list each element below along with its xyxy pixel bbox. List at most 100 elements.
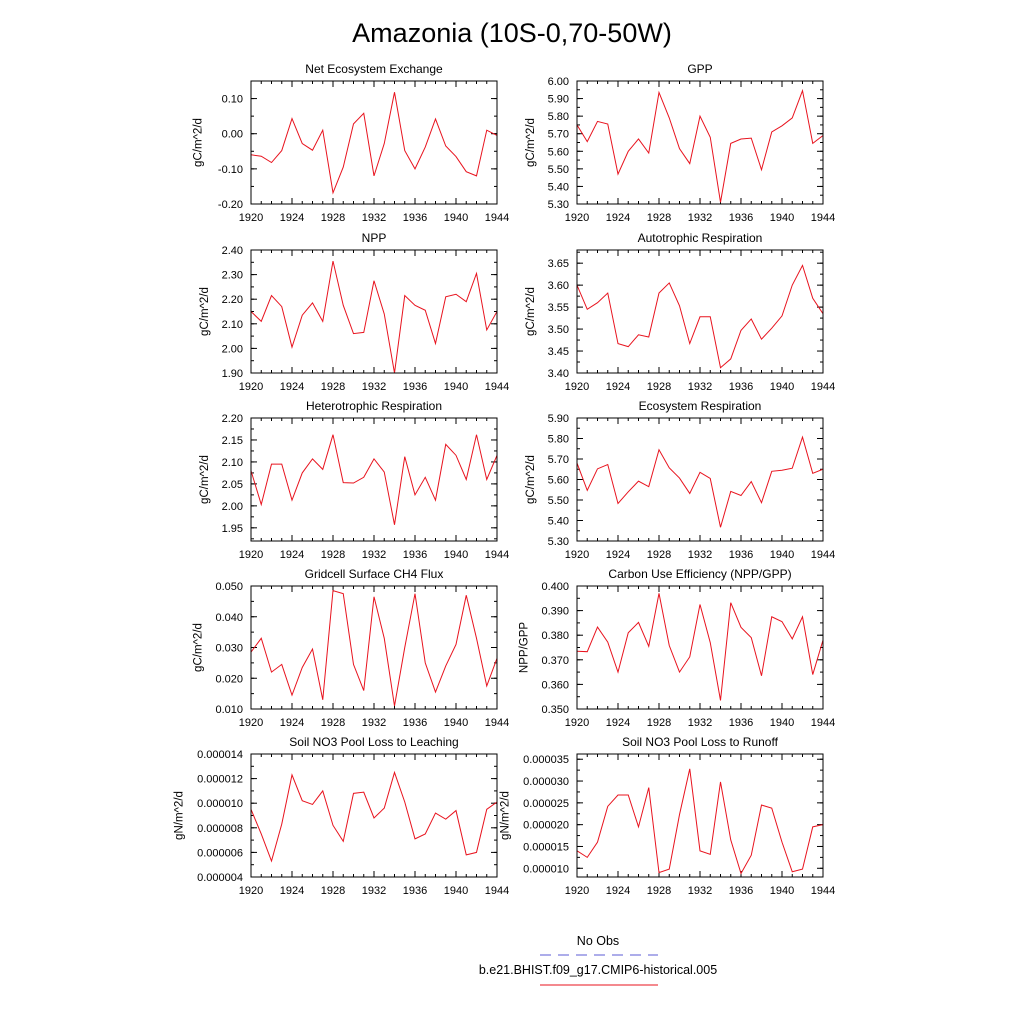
panel-gridcell-surface-ch4-flux: Gridcell Surface CH4 Flux 1920 1924 1928 193…	[193, 567, 510, 729]
x-tick-label: 1928	[647, 549, 671, 561]
x-tick-label: 1920	[565, 549, 589, 561]
x-tick-label: 1940	[444, 549, 468, 561]
y-tick-label: 5.60	[548, 146, 569, 158]
series-line	[251, 770, 497, 863]
y-axis-label: gC/m^2/d	[525, 287, 537, 336]
panel-title: Autotrophic Respiration	[638, 231, 763, 245]
x-tick-label: 1920	[565, 212, 589, 224]
x-tick-label: 1920	[239, 885, 263, 897]
x-tick-label: 1928	[647, 381, 671, 393]
x-tick-label: 1936	[403, 549, 427, 561]
y-tick-label: 3.50	[548, 324, 569, 336]
y-tick-label: 2.20	[222, 294, 243, 306]
x-tick-label: 1920	[239, 381, 263, 393]
x-tick-label: 1920	[565, 717, 589, 729]
x-tick-label: 1944	[485, 885, 509, 897]
panel-ecosystem-respiration: Ecosystem Respiration 1920 1924 1928 1932 193…	[525, 399, 835, 561]
x-tick-label: 1932	[362, 212, 386, 224]
x-tick-label: 1936	[729, 381, 753, 393]
x-tick-label: 1944	[485, 381, 509, 393]
x-tick-label: 1924	[606, 717, 630, 729]
x-tick-label: 1944	[811, 549, 835, 561]
panel-net-ecosystem-exchange: Net Ecosystem Exchange 1920 1924 1928 1932 19…	[193, 62, 510, 224]
y-axis-label: gC/m^2/d	[525, 455, 537, 504]
x-tick-label: 1944	[811, 885, 835, 897]
y-tick-label: 5.50	[548, 164, 569, 176]
x-tick-label: 1920	[239, 717, 263, 729]
x-tick-label: 1928	[321, 885, 345, 897]
x-tick-label: 1936	[729, 549, 753, 561]
y-tick-label: 0.050	[215, 581, 243, 593]
y-tick-label: 0.000004	[197, 872, 243, 884]
x-tick-label: 1920	[565, 381, 589, 393]
y-tick-label: 1.95	[222, 523, 243, 535]
x-tick-label: 1944	[811, 717, 835, 729]
plot-frame	[250, 249, 498, 374]
y-tick-label: 0.000030	[523, 776, 569, 788]
y-axis-label: gC/m^2/d	[525, 118, 537, 167]
y-tick-label: 5.70	[548, 129, 569, 141]
panel-title: Ecosystem Respiration	[639, 399, 762, 413]
x-tick-label: 1924	[280, 717, 304, 729]
y-tick-label: 0.000012	[197, 774, 243, 786]
y-tick-label: 2.00	[222, 501, 243, 513]
y-axis-label: gN/m^2/d	[500, 791, 512, 840]
y-tick-label: 0.010	[215, 704, 243, 716]
plot-frame	[576, 249, 824, 374]
panel-soil-no3-pool-loss-to-leaching: Soil NO3 Pool Loss to Leaching 1920 1924 19…	[174, 735, 510, 897]
x-tick-label: 1936	[729, 717, 753, 729]
y-tick-label: 5.80	[548, 434, 569, 446]
x-tick-label: 1924	[606, 885, 630, 897]
y-tick-label: 5.30	[548, 199, 569, 211]
y-tick-label: 2.15	[222, 435, 243, 447]
panel-heterotrophic-respiration: Heterotrophic Respiration 1920 1924 1928 193…	[199, 399, 509, 561]
x-tick-label: 1928	[647, 212, 671, 224]
y-tick-label: 5.40	[548, 516, 569, 528]
y-tick-label: 0.000008	[197, 823, 243, 835]
x-tick-label: 1924	[606, 381, 630, 393]
legend-obs-label: No Obs	[577, 934, 619, 948]
y-tick-label: 3.65	[548, 258, 569, 270]
x-tick-label: 1936	[403, 381, 427, 393]
y-tick-label: 5.40	[548, 181, 569, 193]
plot-frame	[576, 585, 824, 710]
plot-frame	[250, 417, 498, 542]
y-tick-label: 2.00	[222, 343, 243, 355]
plot-frame	[576, 417, 824, 542]
y-tick-label: 2.05	[222, 479, 243, 491]
y-tick-label: 6.00	[548, 76, 569, 88]
y-axis-label: gC/m^2/d	[199, 455, 211, 504]
y-tick-label: 0.000010	[523, 863, 569, 875]
x-tick-label: 1944	[811, 381, 835, 393]
panel-title: Gridcell Surface CH4 Flux	[305, 567, 444, 581]
x-tick-label: 1936	[729, 885, 753, 897]
series-line	[251, 589, 497, 707]
plot-frame	[250, 585, 498, 710]
figure-title: Amazonia (10S-0,70-50W)	[352, 18, 672, 48]
plot-frame	[250, 753, 498, 878]
x-tick-label: 1940	[770, 381, 794, 393]
x-tick-label: 1932	[688, 717, 712, 729]
y-axis-label: NPP/GPP	[519, 622, 531, 673]
x-tick-label: 1928	[321, 549, 345, 561]
x-tick-label: 1940	[444, 381, 468, 393]
x-tick-label: 1932	[688, 549, 712, 561]
y-axis-label: gC/m^2/d	[193, 623, 205, 672]
x-tick-label: 1928	[647, 717, 671, 729]
x-tick-label: 1924	[606, 549, 630, 561]
y-tick-label: 0.040	[215, 612, 243, 624]
x-tick-label: 1928	[647, 885, 671, 897]
series-line	[577, 593, 823, 701]
x-tick-label: 1936	[403, 212, 427, 224]
panel-autotrophic-respiration: Autotrophic Respiration 1920 1924 1928 1932 1…	[525, 231, 835, 393]
y-tick-label: 2.20	[222, 413, 243, 425]
x-tick-label: 1924	[280, 549, 304, 561]
y-tick-label: 0.000014	[197, 749, 243, 761]
x-tick-label: 1920	[239, 549, 263, 561]
panel-title: NPP	[362, 231, 387, 245]
series-line	[251, 260, 497, 373]
series-line	[577, 88, 823, 203]
x-tick-label: 1924	[606, 212, 630, 224]
y-tick-label: 0.000015	[523, 841, 569, 853]
